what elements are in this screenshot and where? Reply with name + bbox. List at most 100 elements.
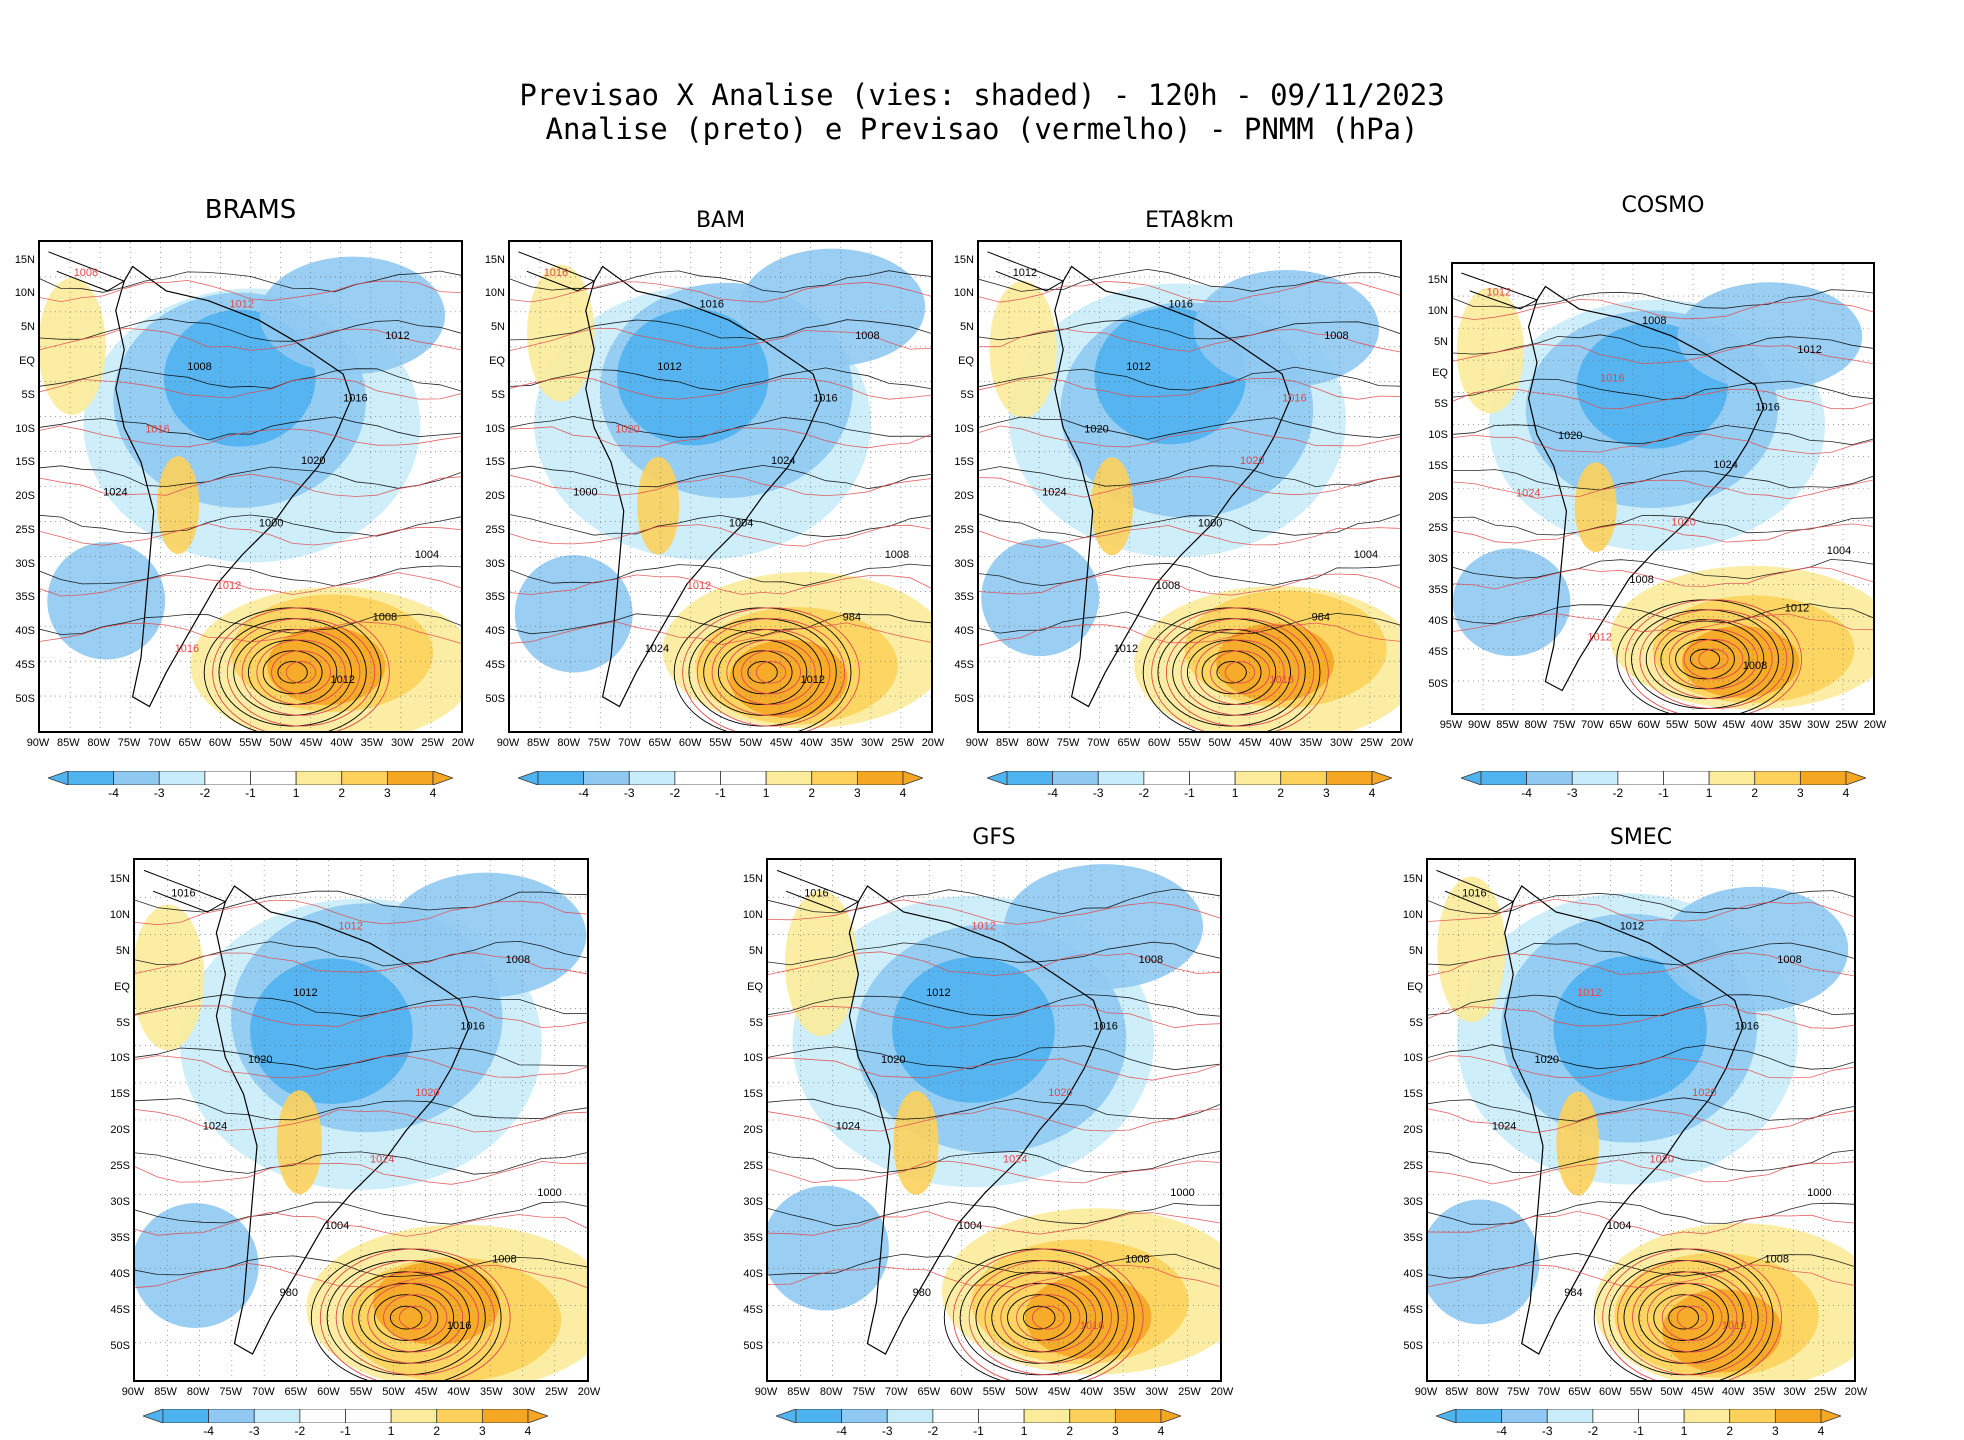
longitude-tick-label: 85W: [154, 1386, 177, 1398]
latitude-tick-label: EQ: [1407, 980, 1423, 993]
longitude-tick-label: 80W: [557, 737, 581, 749]
longitude-tick-label: 70W: [1581, 719, 1604, 731]
latitude-tick-label: 15N: [742, 872, 763, 885]
latitude-tick-label: EQ: [958, 355, 974, 368]
bias-shading-region: [250, 958, 413, 1104]
isobar-label: 1024: [370, 1154, 394, 1166]
coastline-south-america: [1504, 885, 1744, 1355]
colorbar-segment: [341, 770, 388, 786]
longitude-tick-label: 85W: [527, 737, 550, 749]
colorbar-tick-label: 4: [899, 786, 907, 800]
colorbar-segment: [856, 770, 904, 786]
isobar-label: 1012: [1785, 603, 1809, 615]
colorbar-tick-label: -2: [1612, 786, 1624, 800]
latitude-tick-label: 40S: [110, 1267, 130, 1280]
isobar-label: 1008: [1139, 954, 1163, 966]
bias-shading-region: [40, 277, 106, 415]
isobar-label: 1000: [1198, 518, 1222, 530]
panel-title: ETA8km: [1145, 208, 1234, 233]
colorbar-segment: [1501, 1408, 1548, 1424]
colorbar-tick-label: -1: [245, 786, 256, 800]
longitude-tick-label: 55W: [349, 1386, 373, 1398]
latitude-tick-label: 10S: [15, 422, 35, 435]
longitude-tick-label: 70W: [251, 1386, 275, 1398]
bias-shading-region: [1193, 269, 1380, 388]
longitude-tick-label: 70W: [1537, 1386, 1561, 1398]
longitude-tick-label: 55W: [1629, 1386, 1653, 1398]
colorbar-tick-label: 2: [1751, 786, 1759, 800]
longitude-tick-label: 80W: [87, 737, 111, 749]
latitude-tick-label: 40S: [485, 625, 505, 638]
longitude-tick-label: 85W: [1496, 719, 1519, 731]
latitude-tick-label: 25S: [743, 1160, 763, 1173]
bias-shading-region: [276, 1090, 322, 1195]
isobar-label: 1000: [259, 518, 283, 530]
colorbar-tick-label: -3: [1092, 786, 1104, 800]
isobar-label: 1004: [1354, 549, 1378, 561]
isobar-label: 1008: [1642, 315, 1666, 327]
latitude-tick-label: 50S: [1403, 1339, 1423, 1352]
colorbar-segment: [158, 770, 206, 786]
longitude-axis: 90W 85W 80W 75W 70W 65W 60W 55W 50W 45W 40W 35W 30W 2…: [497, 737, 945, 751]
colorbar-segment: [1799, 770, 1847, 786]
colorbar-segment: [1455, 1408, 1503, 1424]
longitude-tick-label: 40W: [800, 737, 823, 749]
map-plot-area: 1012 1016 1008 1012 1016 1020 1020 1024 1000 1004…: [977, 240, 1402, 733]
latitude-tick-label: 15N: [1402, 872, 1423, 885]
isobar-label: 1008: [1743, 660, 1767, 672]
colorbar-tick-label: 3: [479, 1424, 486, 1438]
latitude-tick-label: 15S: [485, 456, 505, 469]
longitude-axis: 95W 90W 85W 80W 75W 70W 65W 60W 55W 50W 45W 40W 35W 3…: [1440, 719, 1887, 733]
coastline-south-america: [585, 265, 823, 708]
bias-shading-region: [1453, 548, 1571, 657]
colorbar-segment: [481, 1408, 529, 1424]
colorbar: -4 -3 -2 -1 1 2 3 4: [774, 1408, 1183, 1440]
latitude-tick-label: 10S: [954, 422, 974, 435]
longitude-axis: 90W 85W 80W 75W 70W 65W 60W 55W 50W 45W 40W 35W 30W 2…: [966, 737, 1414, 751]
colorbar-tick-label: -2: [927, 1424, 939, 1438]
colorbar-tick-label: -3: [623, 786, 635, 800]
isobar-label: 984: [843, 612, 861, 624]
isobar-label: 1012: [801, 674, 825, 686]
isobar-label: 984: [1564, 1287, 1582, 1299]
latitude-tick-label: 10N: [1402, 908, 1423, 921]
coastline-central-america: [1436, 869, 1515, 913]
bias-shading-region: [1024, 1275, 1152, 1359]
longitude-tick-label: 60W: [317, 1386, 340, 1398]
latitude-tick-label: 35S: [1403, 1231, 1423, 1244]
isobar-label: 1024: [1492, 1120, 1516, 1132]
isobar-label: 1012: [1487, 286, 1511, 298]
panel-title: GFS: [972, 825, 1016, 850]
grid-lines: [1428, 860, 1854, 1380]
latitude-tick-label: 45S: [1403, 1303, 1423, 1316]
colorbar-tick-label: 2: [1726, 1424, 1734, 1438]
isobar-label: 1008: [1629, 574, 1653, 586]
colorbar: -4 -3 -2 -1 1 2 3 4: [141, 1408, 550, 1440]
colorbar-tick-label: 4: [1157, 1424, 1165, 1438]
latitude-tick-label: 50S: [743, 1339, 763, 1352]
longitude-tick-label: 90W: [1467, 719, 1491, 731]
isobar-label: 1016: [1735, 1021, 1759, 1033]
colorbar-tick-label: -4: [836, 1424, 847, 1438]
colorbar-tick-label: 2: [433, 1424, 441, 1438]
isobar-label: 1004: [1607, 1220, 1631, 1232]
isobar-label: 1024: [1003, 1154, 1027, 1166]
colorbar-tick-label: -4: [203, 1424, 214, 1438]
isobar-label: 1020: [415, 1087, 439, 1099]
latitude-tick-label: 5S: [749, 1016, 763, 1029]
latitude-tick-label: 35S: [743, 1231, 763, 1244]
latitude-tick-label: 5N: [115, 944, 130, 957]
coastline-south-america: [215, 885, 471, 1355]
panel-title: BRAMS: [204, 195, 297, 225]
colorbar-segment: [1729, 1408, 1776, 1424]
colorbar-tick-label: 4: [429, 786, 437, 800]
isobar-label: 1012: [657, 361, 681, 373]
map-svg: 1008 1012 1012 1008 1016 1016 1020 1024 1000 1004…: [40, 242, 461, 731]
isobar-label: 1012: [230, 299, 254, 311]
map-svg: 1016 1012 1008 1012 1016 1020 1020 1024 1024 1000…: [768, 860, 1220, 1380]
isobar-label: 1020: [301, 455, 325, 467]
longitude-tick-label: 55W: [1178, 737, 1201, 749]
latitude-tick-label: 5S: [1434, 398, 1448, 411]
coastline-central-america: [48, 251, 126, 292]
isobar-label: 1012: [1013, 267, 1037, 279]
